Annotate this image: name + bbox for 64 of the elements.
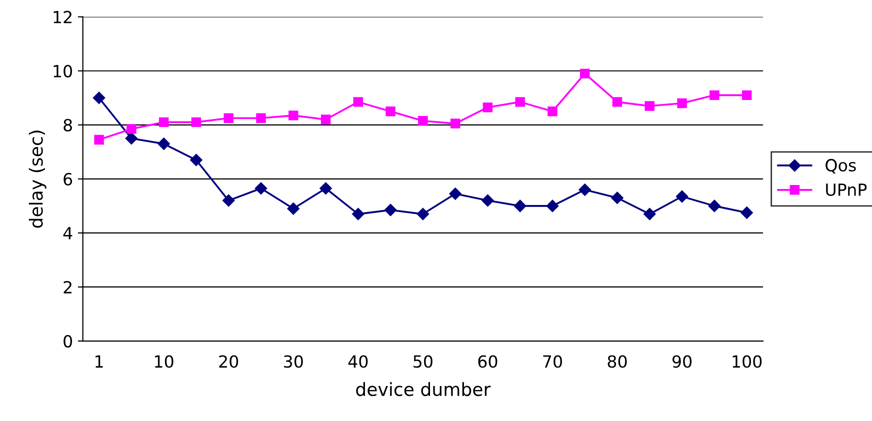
point xyxy=(191,117,202,128)
y-tick-label: 2 xyxy=(64,280,72,294)
point xyxy=(320,114,331,124)
x-tick-label: 20 xyxy=(219,355,238,368)
y-tick-label: 4 xyxy=(63,227,72,240)
x-axis-title: device dumber xyxy=(356,382,491,396)
point xyxy=(742,90,752,100)
point xyxy=(580,68,590,78)
point xyxy=(708,200,721,212)
point xyxy=(125,132,138,144)
point xyxy=(514,200,526,212)
y-tick-label: 12 xyxy=(54,10,72,24)
point xyxy=(386,106,396,116)
point xyxy=(352,208,364,220)
point xyxy=(224,113,234,124)
point xyxy=(190,154,202,166)
legend-label: Qos xyxy=(826,158,856,174)
y-tick-label: 8 xyxy=(64,118,72,132)
point xyxy=(126,124,136,134)
point xyxy=(320,182,332,194)
x-tick-label: 70 xyxy=(543,355,562,368)
x-tick-label: 40 xyxy=(348,355,368,368)
point xyxy=(158,117,169,128)
point xyxy=(548,106,558,116)
x-tick-label: 90 xyxy=(672,355,692,368)
point xyxy=(710,90,720,100)
point xyxy=(288,110,298,120)
x-tick-label: 1 xyxy=(96,355,103,368)
x-tick-label: 60 xyxy=(478,355,498,368)
point xyxy=(644,208,656,220)
x-tick-label: 50 xyxy=(414,355,432,368)
y-tick-label: 0 xyxy=(64,334,72,348)
point xyxy=(94,134,104,145)
y-tick-label: 10 xyxy=(54,64,72,78)
y-tick-label: 6 xyxy=(64,172,72,186)
point xyxy=(578,184,591,196)
point xyxy=(740,206,753,219)
point xyxy=(482,102,493,112)
legend-label: UPnP xyxy=(826,184,867,196)
x-tick-label: 30 xyxy=(284,355,303,368)
point xyxy=(612,97,622,107)
point xyxy=(450,118,460,128)
point xyxy=(515,97,525,107)
x-tick-label: 100 xyxy=(732,355,762,368)
point xyxy=(287,202,300,215)
x-tick-label: 10 xyxy=(155,355,174,368)
point xyxy=(449,188,462,200)
point xyxy=(677,98,687,108)
point xyxy=(92,92,106,104)
point xyxy=(353,97,364,107)
x-tick-label: 80 xyxy=(608,355,627,368)
point xyxy=(416,208,430,220)
point xyxy=(254,182,268,194)
point xyxy=(384,204,397,216)
point xyxy=(222,194,235,207)
point xyxy=(482,194,494,207)
point xyxy=(546,200,559,212)
point xyxy=(676,190,688,203)
y-axis-title: delay (sec) xyxy=(28,130,46,228)
point xyxy=(644,101,654,111)
point xyxy=(256,113,266,124)
point xyxy=(418,116,428,126)
point xyxy=(158,138,170,150)
point xyxy=(611,192,624,204)
